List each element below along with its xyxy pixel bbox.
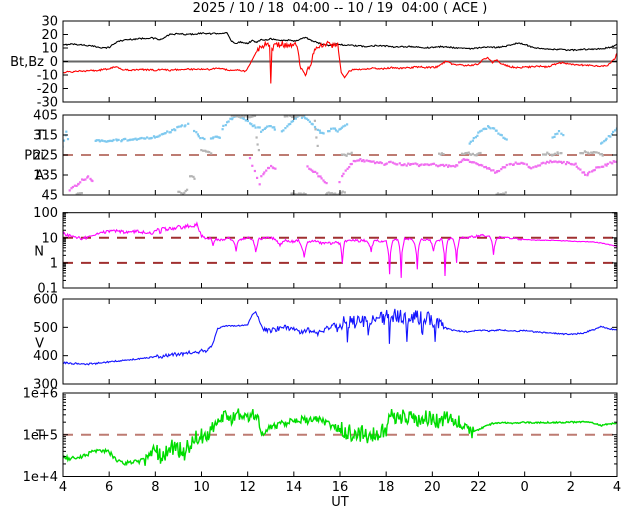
magnetic-field-ytick-label: 0: [50, 55, 58, 70]
speed-ytick-label: 600: [33, 293, 58, 308]
x-tick-label: 8: [151, 480, 159, 495]
field-angles-ytick-label: 135: [33, 169, 58, 184]
magnetic-field-ytick-label: -10: [37, 69, 58, 84]
magnetic-field-ytick-label: -30: [37, 96, 58, 111]
field-angles-axis-label: A: [35, 169, 44, 184]
x-tick-label: 22: [470, 480, 487, 495]
x-tick-label: 20: [424, 480, 441, 495]
x-axis-label: UT: [331, 495, 349, 510]
speed-ytick-label: 300: [33, 378, 58, 393]
n-series-line: [63, 221, 617, 278]
temperature-ytick-label: 1e+6: [23, 387, 58, 402]
x-tick-label: 6: [105, 480, 113, 495]
x-tick-label: 18: [378, 480, 395, 495]
density-ytick-label: 100: [33, 206, 58, 221]
bz-series-line: [63, 40, 617, 84]
field-angles-ytick-label: 225: [33, 149, 58, 164]
field-angles-ytick-label: 45: [41, 189, 58, 204]
density-ytick-label: 0.1: [37, 282, 58, 297]
density-ytick-label: 10: [41, 231, 58, 246]
speed-ytick-label: 400: [33, 349, 58, 364]
density-ytick-label: 1: [50, 256, 58, 271]
temperature-ytick-label: 1e+5: [23, 428, 58, 443]
field-angles-ytick-label: 405: [33, 109, 58, 124]
magnetic-field-ytick-label: 10: [41, 42, 58, 57]
t-series-line: [63, 408, 617, 467]
field-angles-axis-label: Phi: [24, 149, 44, 164]
phi-violet-scatter: [68, 157, 617, 192]
speed-axis-label: V: [35, 336, 44, 351]
x-tick-label: 16: [332, 480, 349, 495]
magnetic-field-axis-label: Bt,Bz: [10, 55, 44, 70]
magnetic-field-ytick-label: -20: [37, 82, 58, 97]
temperature-axis-label: T: [35, 428, 44, 443]
magnetic-field-ytick-label: 20: [41, 28, 58, 43]
x-tick-label: 0: [521, 480, 529, 495]
field-angles-ytick-label: 315: [33, 129, 58, 144]
chart-title: 2025 / 10 / 18 04:00 -- 10 / 19 04:00 ( …: [192, 1, 488, 16]
x-tick-label: 2: [567, 480, 575, 495]
density-axis-label: N: [34, 244, 44, 259]
phi-blue-scatter: [63, 114, 617, 148]
x-tick-label: 10: [193, 480, 210, 495]
x-tick-label: 4: [59, 480, 67, 495]
temperature-ytick-label: 1e+4: [23, 470, 58, 485]
x-tick-label: 4: [613, 480, 621, 495]
speed-ytick-label: 500: [33, 321, 58, 336]
magnetic-field-ytick-label: 30: [41, 15, 58, 30]
x-tick-label: 12: [239, 480, 256, 495]
x-tick-label: 14: [286, 480, 303, 495]
field-angles-axis-label: T: [35, 129, 44, 144]
v-series-line: [63, 308, 617, 366]
speed-frame: [62, 298, 618, 385]
bt-series-line: [63, 32, 617, 52]
density-frame: [62, 212, 618, 289]
